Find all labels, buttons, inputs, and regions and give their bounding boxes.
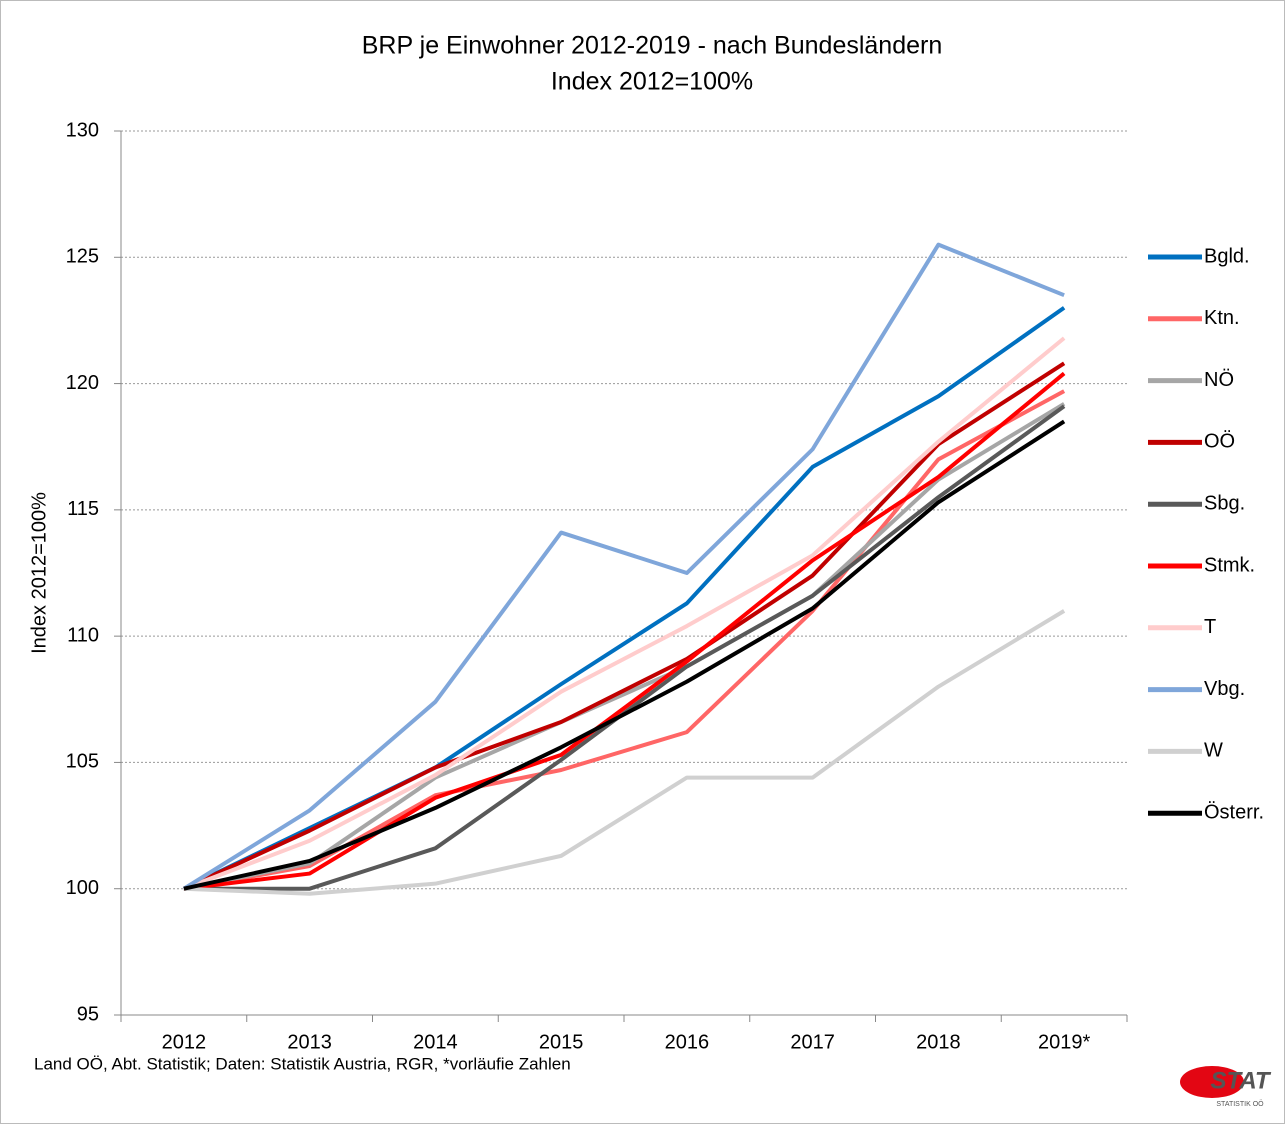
x-tick-label: 2015 xyxy=(539,1031,584,1053)
logo-subtext: STATISTIK OÖ xyxy=(1216,1100,1264,1108)
logo-text: STAT xyxy=(1210,1067,1271,1094)
legend-label: W xyxy=(1204,740,1223,762)
y-tick-label: 125 xyxy=(66,246,99,268)
x-tick-label: 2012 xyxy=(162,1031,207,1053)
legend-label: OÖ xyxy=(1204,431,1235,453)
logo: STAT STATISTIK OÖ xyxy=(1180,1066,1272,1108)
legend-label: Österr. xyxy=(1204,801,1264,823)
legend-label: Bgld. xyxy=(1204,245,1250,267)
y-tick-label: 95 xyxy=(77,1003,99,1025)
y-tick-label: 120 xyxy=(66,372,99,394)
legend-label: Stmk. xyxy=(1204,554,1255,576)
series-line xyxy=(183,419,1066,891)
x-tick-label: 2013 xyxy=(287,1031,332,1053)
x-tick-label: 2019* xyxy=(1038,1031,1090,1053)
series-line xyxy=(183,371,1066,891)
series-line xyxy=(183,402,1066,891)
y-axis-label: Index 2012=100% xyxy=(28,492,50,654)
chart-title: BRP je Einwohner 2012-2019 - nach Bundes… xyxy=(362,32,943,60)
legend-label: Vbg. xyxy=(1204,678,1245,700)
y-tick-label: 130 xyxy=(66,119,99,141)
y-tick-label: 100 xyxy=(66,877,99,899)
legend-label: Sbg. xyxy=(1204,492,1245,514)
series-line xyxy=(182,242,1065,891)
y-tick-label: 115 xyxy=(67,498,99,520)
series-line xyxy=(183,361,1066,891)
series-line xyxy=(183,609,1066,896)
logo-ellipse xyxy=(1180,1066,1244,1098)
legend-label: NÖ xyxy=(1204,369,1234,391)
x-tick-label: 2018 xyxy=(916,1031,961,1053)
series-line xyxy=(183,336,1066,891)
x-tick-label: 2017 xyxy=(790,1031,835,1053)
chart-subtitle: Index 2012=100% xyxy=(551,68,753,96)
source: Land OÖ, Abt. Statistik; Daten: Statisti… xyxy=(34,1054,571,1073)
legend-label: T xyxy=(1204,616,1216,638)
legend-label: Ktn. xyxy=(1204,307,1240,329)
x-tick-label: 2014 xyxy=(413,1031,458,1053)
y-tick-label: 110 xyxy=(67,624,99,646)
x-tick-label: 2016 xyxy=(665,1031,710,1053)
y-tick-label: 105 xyxy=(66,751,99,773)
